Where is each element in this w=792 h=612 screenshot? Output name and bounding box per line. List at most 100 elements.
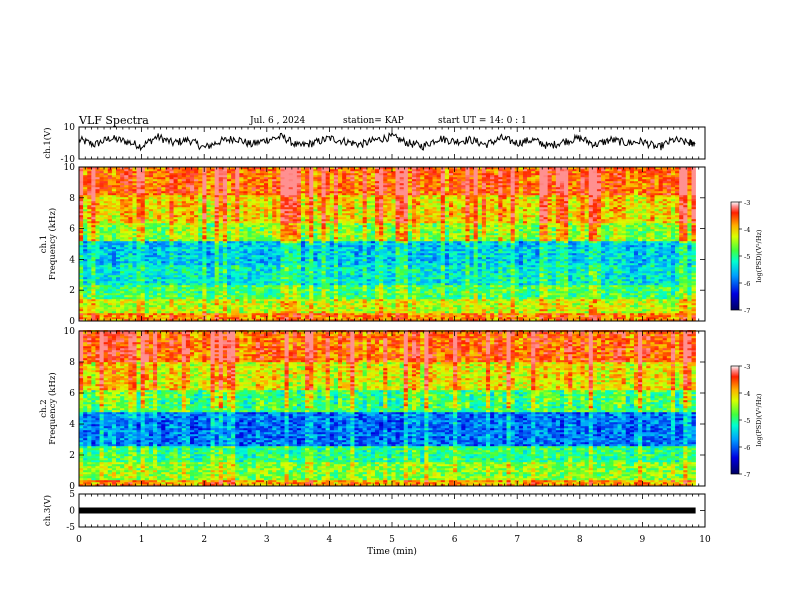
- spectrogram-cell: [317, 303, 321, 305]
- spectrogram-cell: [519, 317, 523, 319]
- spectrogram-cell: [400, 315, 404, 317]
- spectrogram-cell: [252, 307, 256, 309]
- spectrogram-cell: [326, 309, 330, 311]
- spectrogram-cell: [289, 307, 293, 309]
- spectrogram-cell: [400, 311, 404, 313]
- spectrogram-cell: [618, 309, 622, 311]
- spectrogram-cell: [593, 311, 597, 313]
- spectrogram-cell: [124, 301, 128, 303]
- spectrogram-cell: [441, 301, 445, 303]
- spectrogram-cell: [293, 301, 297, 303]
- spectrogram-cell: [396, 317, 400, 319]
- spectrogram-cell: [667, 307, 671, 309]
- spectrogram-cell: [100, 311, 104, 313]
- spectrogram-cell: [457, 303, 461, 305]
- spectrogram-cell: [519, 315, 523, 317]
- spectrogram-cell: [511, 301, 515, 303]
- spectrogram-cell: [116, 315, 120, 317]
- spectrogram-cell: [301, 299, 305, 301]
- spectrogram-cell: [391, 305, 395, 307]
- spectrogram-cell: [190, 307, 194, 309]
- spectrogram-cell: [161, 299, 165, 301]
- spectrogram-cell: [650, 311, 654, 313]
- spectrogram-cell: [539, 301, 543, 303]
- spectrogram-cell: [359, 313, 363, 315]
- spectrogram-cell: [268, 309, 272, 311]
- spectrogram-cell: [424, 315, 428, 317]
- spectrogram-cell: [227, 315, 231, 317]
- spectrogram-cell: [198, 301, 202, 303]
- spectrogram-cell: [141, 309, 145, 311]
- spectrogram-cell: [400, 313, 404, 315]
- spectrogram-cell: [178, 303, 182, 305]
- spectrogram-cell: [260, 301, 264, 303]
- spectrogram-cell: [215, 315, 219, 317]
- spectrogram-cell: [507, 307, 511, 309]
- spectrogram-cell: [116, 313, 120, 315]
- spectrogram-cell: [112, 309, 116, 311]
- spectrogram-cell: [576, 303, 580, 305]
- spectrogram-cell: [198, 313, 202, 315]
- spectrogram-cell: [572, 317, 576, 319]
- spectrogram-cell: [638, 317, 642, 319]
- spectrogram-cell: [108, 301, 112, 303]
- spectrogram-cell: [387, 309, 391, 311]
- spectrogram-cell: [626, 299, 630, 301]
- spectrogram-cell: [149, 301, 153, 303]
- spectrogram-cell: [272, 303, 276, 305]
- spectrogram-cell: [182, 315, 186, 317]
- spectrogram-cell: [231, 309, 235, 311]
- spectrogram-cell: [309, 299, 313, 301]
- spectrogram-cell: [404, 313, 408, 315]
- spectrogram-cell: [338, 311, 342, 313]
- spectrogram-cell: [354, 301, 358, 303]
- spectrogram-cell: [309, 317, 313, 319]
- spectrogram-cell: [486, 313, 490, 315]
- spectrogram-cell: [507, 313, 511, 315]
- spectrogram-cell: [100, 303, 104, 305]
- spectrogram-cell: [383, 309, 387, 311]
- spectrogram-cell: [289, 305, 293, 307]
- spectrogram-cell: [667, 311, 671, 313]
- spectrogram-cell: [169, 313, 173, 315]
- spectrogram-cell: [482, 305, 486, 307]
- spectrogram-cell: [630, 303, 634, 305]
- spectrogram-cell: [309, 303, 313, 305]
- spectrogram-cell: [568, 299, 572, 301]
- spectrogram-cell: [87, 303, 91, 305]
- spectrogram-cell: [412, 315, 416, 317]
- spectrogram-cell: [149, 303, 153, 305]
- spectrogram-cell: [276, 309, 280, 311]
- spectrogram-cell: [424, 313, 428, 315]
- spectrogram-cell: [593, 309, 597, 311]
- spectrogram-cell: [400, 317, 404, 319]
- spectrogram-cell: [404, 299, 408, 301]
- spectrogram-cell: [342, 313, 346, 315]
- spectrogram-cell: [268, 303, 272, 305]
- spectrogram-cell: [112, 305, 116, 307]
- spectrogram-cell: [605, 299, 609, 301]
- spectrogram-cell: [482, 303, 486, 305]
- spectrogram-cell: [91, 309, 95, 311]
- spectrogram-cell: [523, 307, 527, 309]
- spectrogram-cell: [638, 305, 642, 307]
- spectrogram-cell: [301, 303, 305, 305]
- spectrogram-cell: [248, 315, 252, 317]
- spectrogram-cell: [552, 301, 556, 303]
- spectrogram-cell: [667, 299, 671, 301]
- spectrogram-cell: [498, 311, 502, 313]
- spectrogram-cell: [482, 299, 486, 301]
- spectrogram-cell: [679, 309, 683, 311]
- spectrogram-cell: [235, 305, 239, 307]
- spectrogram-cell: [383, 303, 387, 305]
- spectrogram-cell: [449, 317, 453, 319]
- spectrogram-cell: [576, 305, 580, 307]
- spectrogram-cell: [568, 307, 572, 309]
- spectrogram-cell: [293, 313, 297, 315]
- spectrogram-cell: [387, 299, 391, 301]
- spectrogram-cell: [371, 303, 375, 305]
- spectrogram-cell: [137, 305, 141, 307]
- spectrogram-cell: [572, 305, 576, 307]
- spectrogram-cell: [178, 313, 182, 315]
- spectrogram-cell: [544, 303, 548, 305]
